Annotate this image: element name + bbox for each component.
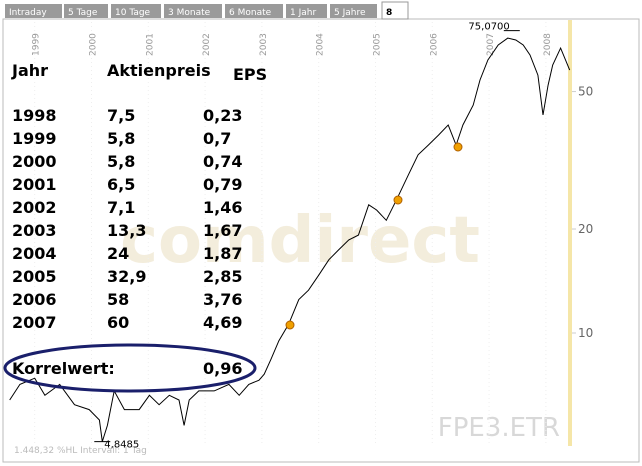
x-tick-label: 2008 [543,33,553,56]
tab[interactable] [64,4,108,18]
table-cell: 0,23 [203,106,242,125]
tab-label[interactable]: 8 [386,8,392,18]
table-header: EPS [233,65,267,84]
table-cell: 2004 [12,244,57,263]
table-cell: 1,67 [203,221,242,240]
tab-label[interactable]: 1 Jahr [290,8,316,18]
table-cell: 2006 [12,290,57,309]
table-header: Aktienpreis [107,61,211,80]
tab[interactable] [164,4,222,18]
table-cell: 0,7 [203,129,231,148]
table-cell: 0,79 [203,175,242,194]
table-cell: 24 [107,244,129,263]
correlation-value: 0,96 [203,359,242,378]
tab[interactable] [225,4,283,18]
watermark: comdirect [120,204,480,278]
table-cell: 7,1 [107,198,135,217]
tab-label[interactable]: 5 Tage [68,8,98,18]
x-tick-label: 2000 [88,33,98,56]
table-cell: 1999 [12,129,57,148]
table-cell: 2003 [12,221,57,240]
table-cell: 0,74 [203,152,242,171]
table-cell: 2005 [12,267,57,286]
table-cell: 5,8 [107,129,135,148]
table-cell: 7,5 [107,106,135,125]
dividend-icon [453,142,463,152]
x-tick-label: 1999 [32,33,42,56]
tab[interactable] [330,4,377,18]
dividend-icon [393,195,403,205]
annotation: 4,8485 [104,440,139,451]
highlight-ellipse [3,343,257,393]
x-tick-label: 2002 [202,33,212,56]
chart-title: FPE3.ETR [438,413,560,443]
footer-info: 1.448,32 %HL Intervall: 1 Tag [14,446,147,456]
table-cell: 3,76 [203,290,242,309]
table-cell: 5,8 [107,152,135,171]
x-tick-label: 2006 [429,33,439,56]
y-tick-label: 10 [578,326,593,340]
x-tick-label: 2003 [259,33,269,56]
y-tick-label: 50 [578,85,593,99]
tab-bar: Intraday 5 Tage 10 Tage 3 Monate 6 Monate 1 J… [5,1,409,20]
table-cell: 1,87 [203,244,242,263]
table-cell: 6,5 [107,175,135,194]
table-header: Jahr [11,61,48,80]
tab-label[interactable]: 10 Tage [115,8,151,18]
tab-label[interactable]: 5 Jahre [334,8,366,18]
x-tick-label: 2005 [372,33,382,56]
tab-label[interactable]: 6 Monate [229,8,272,18]
annotation: 75,0700 [468,22,509,33]
table-cell: 2002 [12,198,57,217]
correlation-label: Korrelwert: [12,359,115,378]
table-cell: 60 [107,313,129,332]
tab[interactable] [286,4,327,18]
tab-label[interactable]: Intraday [9,8,47,18]
x-tick-label: 2007 [486,33,496,56]
table-cell: 32,9 [107,267,146,286]
table-cell: 2007 [12,313,57,332]
dividend-icon [285,320,295,330]
table-cell: 13,3 [107,221,146,240]
x-tick-label: 2004 [316,33,326,56]
x-tick-label: 2001 [145,33,155,56]
chart-frame [2,18,640,463]
tab-label[interactable]: 3 Monate [168,8,211,18]
tab[interactable] [111,4,161,18]
table-cell: 58 [107,290,129,309]
tab[interactable] [381,1,409,20]
plot: comdirect FPE3.ETR 1.448,32 %HL Intervall:… [9,22,593,456]
table-cell: 1,46 [203,198,242,217]
table-cell: 4,69 [203,313,242,332]
y-tick-label: 20 [578,222,593,236]
table-cell: 2001 [12,175,57,194]
tab[interactable] [5,4,62,18]
table-cell: 2,85 [203,267,242,286]
table-cell: 2000 [12,152,57,171]
table-cell: 1998 [12,106,57,125]
table: Jahr Aktienpreis EPS 1998 7,5 0,23 1999 5,8 0,7 2… [11,61,267,378]
